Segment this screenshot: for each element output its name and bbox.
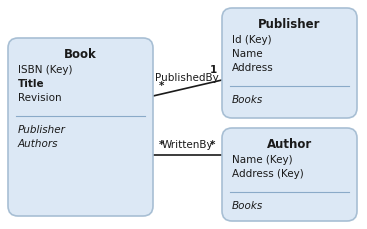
Text: Publisher: Publisher (258, 17, 321, 30)
Text: 1: 1 (210, 65, 217, 75)
Text: Name: Name (232, 49, 263, 59)
Text: Address (Key): Address (Key) (232, 169, 304, 179)
Text: *: * (159, 81, 165, 91)
Text: Publisher: Publisher (18, 125, 66, 135)
Text: *: * (210, 140, 216, 150)
Text: Authors: Authors (18, 139, 58, 149)
Text: ISBN (Key): ISBN (Key) (18, 65, 73, 75)
Text: *: * (159, 140, 165, 150)
Text: Title: Title (18, 79, 45, 89)
FancyBboxPatch shape (222, 128, 357, 221)
Text: Books: Books (232, 201, 263, 211)
Text: Address: Address (232, 63, 274, 73)
Text: Name (Key): Name (Key) (232, 155, 292, 165)
FancyBboxPatch shape (8, 38, 153, 216)
Text: Author: Author (267, 137, 312, 150)
Text: Book: Book (64, 47, 97, 60)
Text: Revision: Revision (18, 93, 62, 103)
FancyBboxPatch shape (222, 8, 357, 118)
Text: Id (Key): Id (Key) (232, 35, 272, 45)
Text: PublishedBy: PublishedBy (155, 73, 219, 83)
Text: WrittenBy: WrittenBy (161, 140, 213, 150)
Text: Books: Books (232, 95, 263, 105)
